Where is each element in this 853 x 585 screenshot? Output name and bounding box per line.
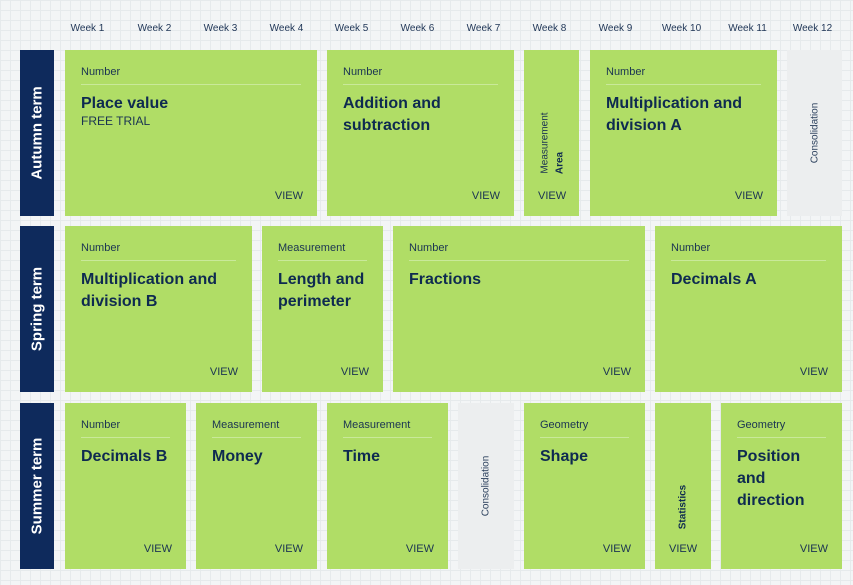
- block-card-place-value[interactable]: Number Place value FREE TRIAL VIEW: [65, 50, 317, 216]
- week-label: Week 5: [334, 23, 369, 34]
- week-label: Week 4: [269, 23, 304, 34]
- consolidation-block: Consolidation: [787, 50, 842, 216]
- week-label: Week 11: [728, 23, 767, 34]
- block-category: Number: [671, 242, 826, 261]
- block-title: Statistics: [677, 484, 689, 530]
- block-title: Decimals A: [671, 271, 757, 288]
- term-label-text: Summer term: [28, 437, 46, 535]
- term-label-text: Spring term: [28, 266, 46, 352]
- view-link[interactable]: VIEW: [274, 543, 303, 555]
- view-link[interactable]: VIEW: [669, 543, 698, 555]
- block-category: Measurement: [343, 419, 432, 438]
- block-title: Decimals B: [81, 448, 168, 465]
- block-category: Measurement: [212, 419, 301, 438]
- week-label: Week 7: [466, 23, 501, 34]
- block-category: Geometry: [737, 419, 826, 438]
- view-link[interactable]: VIEW: [340, 366, 369, 378]
- view-link[interactable]: VIEW: [538, 190, 567, 202]
- block-category: Measurement: [278, 242, 367, 261]
- view-link[interactable]: VIEW: [471, 190, 500, 202]
- block-card-decimals-a[interactable]: Number Decimals A VIEW: [655, 226, 842, 392]
- block-title: Time: [343, 448, 381, 465]
- week-label: Week 8: [532, 23, 567, 34]
- view-link[interactable]: VIEW: [734, 190, 763, 202]
- block-title: Multiplication and division B: [81, 271, 217, 310]
- consolidation-label: Consolidation: [480, 455, 492, 517]
- view-link[interactable]: VIEW: [405, 543, 434, 555]
- block-category: Measurement: [539, 112, 551, 174]
- week-label: Week 10: [661, 23, 702, 34]
- week-label: Week 6: [400, 23, 435, 34]
- term-label-autumn: Autumn term: [20, 50, 54, 216]
- block-card-length-perimeter[interactable]: Measurement Length and perimeter VIEW: [262, 226, 383, 392]
- block-card-shape[interactable]: Geometry Shape VIEW: [524, 403, 645, 569]
- week-label: Week 12: [792, 23, 833, 34]
- view-link[interactable]: VIEW: [209, 366, 238, 378]
- block-card-addition-subtraction[interactable]: Number Addition and subtraction VIEW: [327, 50, 514, 216]
- block-category: Geometry: [540, 419, 629, 438]
- consolidation-label: Consolidation: [809, 102, 820, 164]
- term-label-spring: Spring term: [20, 226, 54, 392]
- consolidation-block: Consolidation: [458, 403, 514, 569]
- block-title: Position and direction: [737, 448, 805, 509]
- week-label: Week 1: [70, 23, 105, 34]
- block-category: Number: [606, 66, 761, 85]
- view-link[interactable]: VIEW: [274, 190, 303, 202]
- block-category: Number: [343, 66, 498, 85]
- view-link[interactable]: VIEW: [602, 543, 631, 555]
- week-label: Week 3: [203, 23, 238, 34]
- block-category: Number: [409, 242, 629, 261]
- block-card-position-direction[interactable]: Geometry Position and direction VIEW: [721, 403, 842, 569]
- block-title: Multiplication and division A: [606, 95, 742, 134]
- view-link[interactable]: VIEW: [602, 366, 631, 378]
- block-title: Money: [212, 448, 263, 465]
- block-card-time[interactable]: Measurement Time VIEW: [327, 403, 448, 569]
- block-card-multiplication-division-b[interactable]: Number Multiplication and division B VIE…: [65, 226, 252, 392]
- block-card-money[interactable]: Measurement Money VIEW: [196, 403, 317, 569]
- block-title: Addition and subtraction: [343, 95, 441, 134]
- week-label: Week 2: [137, 23, 172, 34]
- week-label: Week 9: [598, 23, 633, 34]
- term-label-text: Autumn term: [28, 86, 46, 180]
- view-link[interactable]: VIEW: [143, 543, 172, 555]
- block-title: Shape: [540, 448, 589, 465]
- block-card-decimals-b[interactable]: Number Decimals B VIEW: [65, 403, 186, 569]
- block-title: Fractions: [409, 271, 482, 288]
- block-category: Number: [81, 242, 236, 261]
- block-category: Number: [81, 419, 170, 438]
- block-title: Length and perimeter: [278, 271, 365, 310]
- view-link[interactable]: VIEW: [799, 543, 828, 555]
- view-link[interactable]: VIEW: [799, 366, 828, 378]
- term-label-summer: Summer term: [20, 403, 54, 569]
- block-title: Area: [554, 151, 566, 175]
- block-card-area[interactable]: Measurement Area VIEW: [524, 50, 579, 216]
- free-trial-label: FREE TRIAL: [81, 114, 151, 128]
- block-category: Number: [81, 66, 301, 85]
- block-card-statistics[interactable]: Statistics VIEW: [655, 403, 711, 569]
- block-title: Place value: [81, 95, 169, 112]
- block-card-multiplication-division-a[interactable]: Number Multiplication and division A VIE…: [590, 50, 777, 216]
- block-card-fractions[interactable]: Number Fractions VIEW: [393, 226, 645, 392]
